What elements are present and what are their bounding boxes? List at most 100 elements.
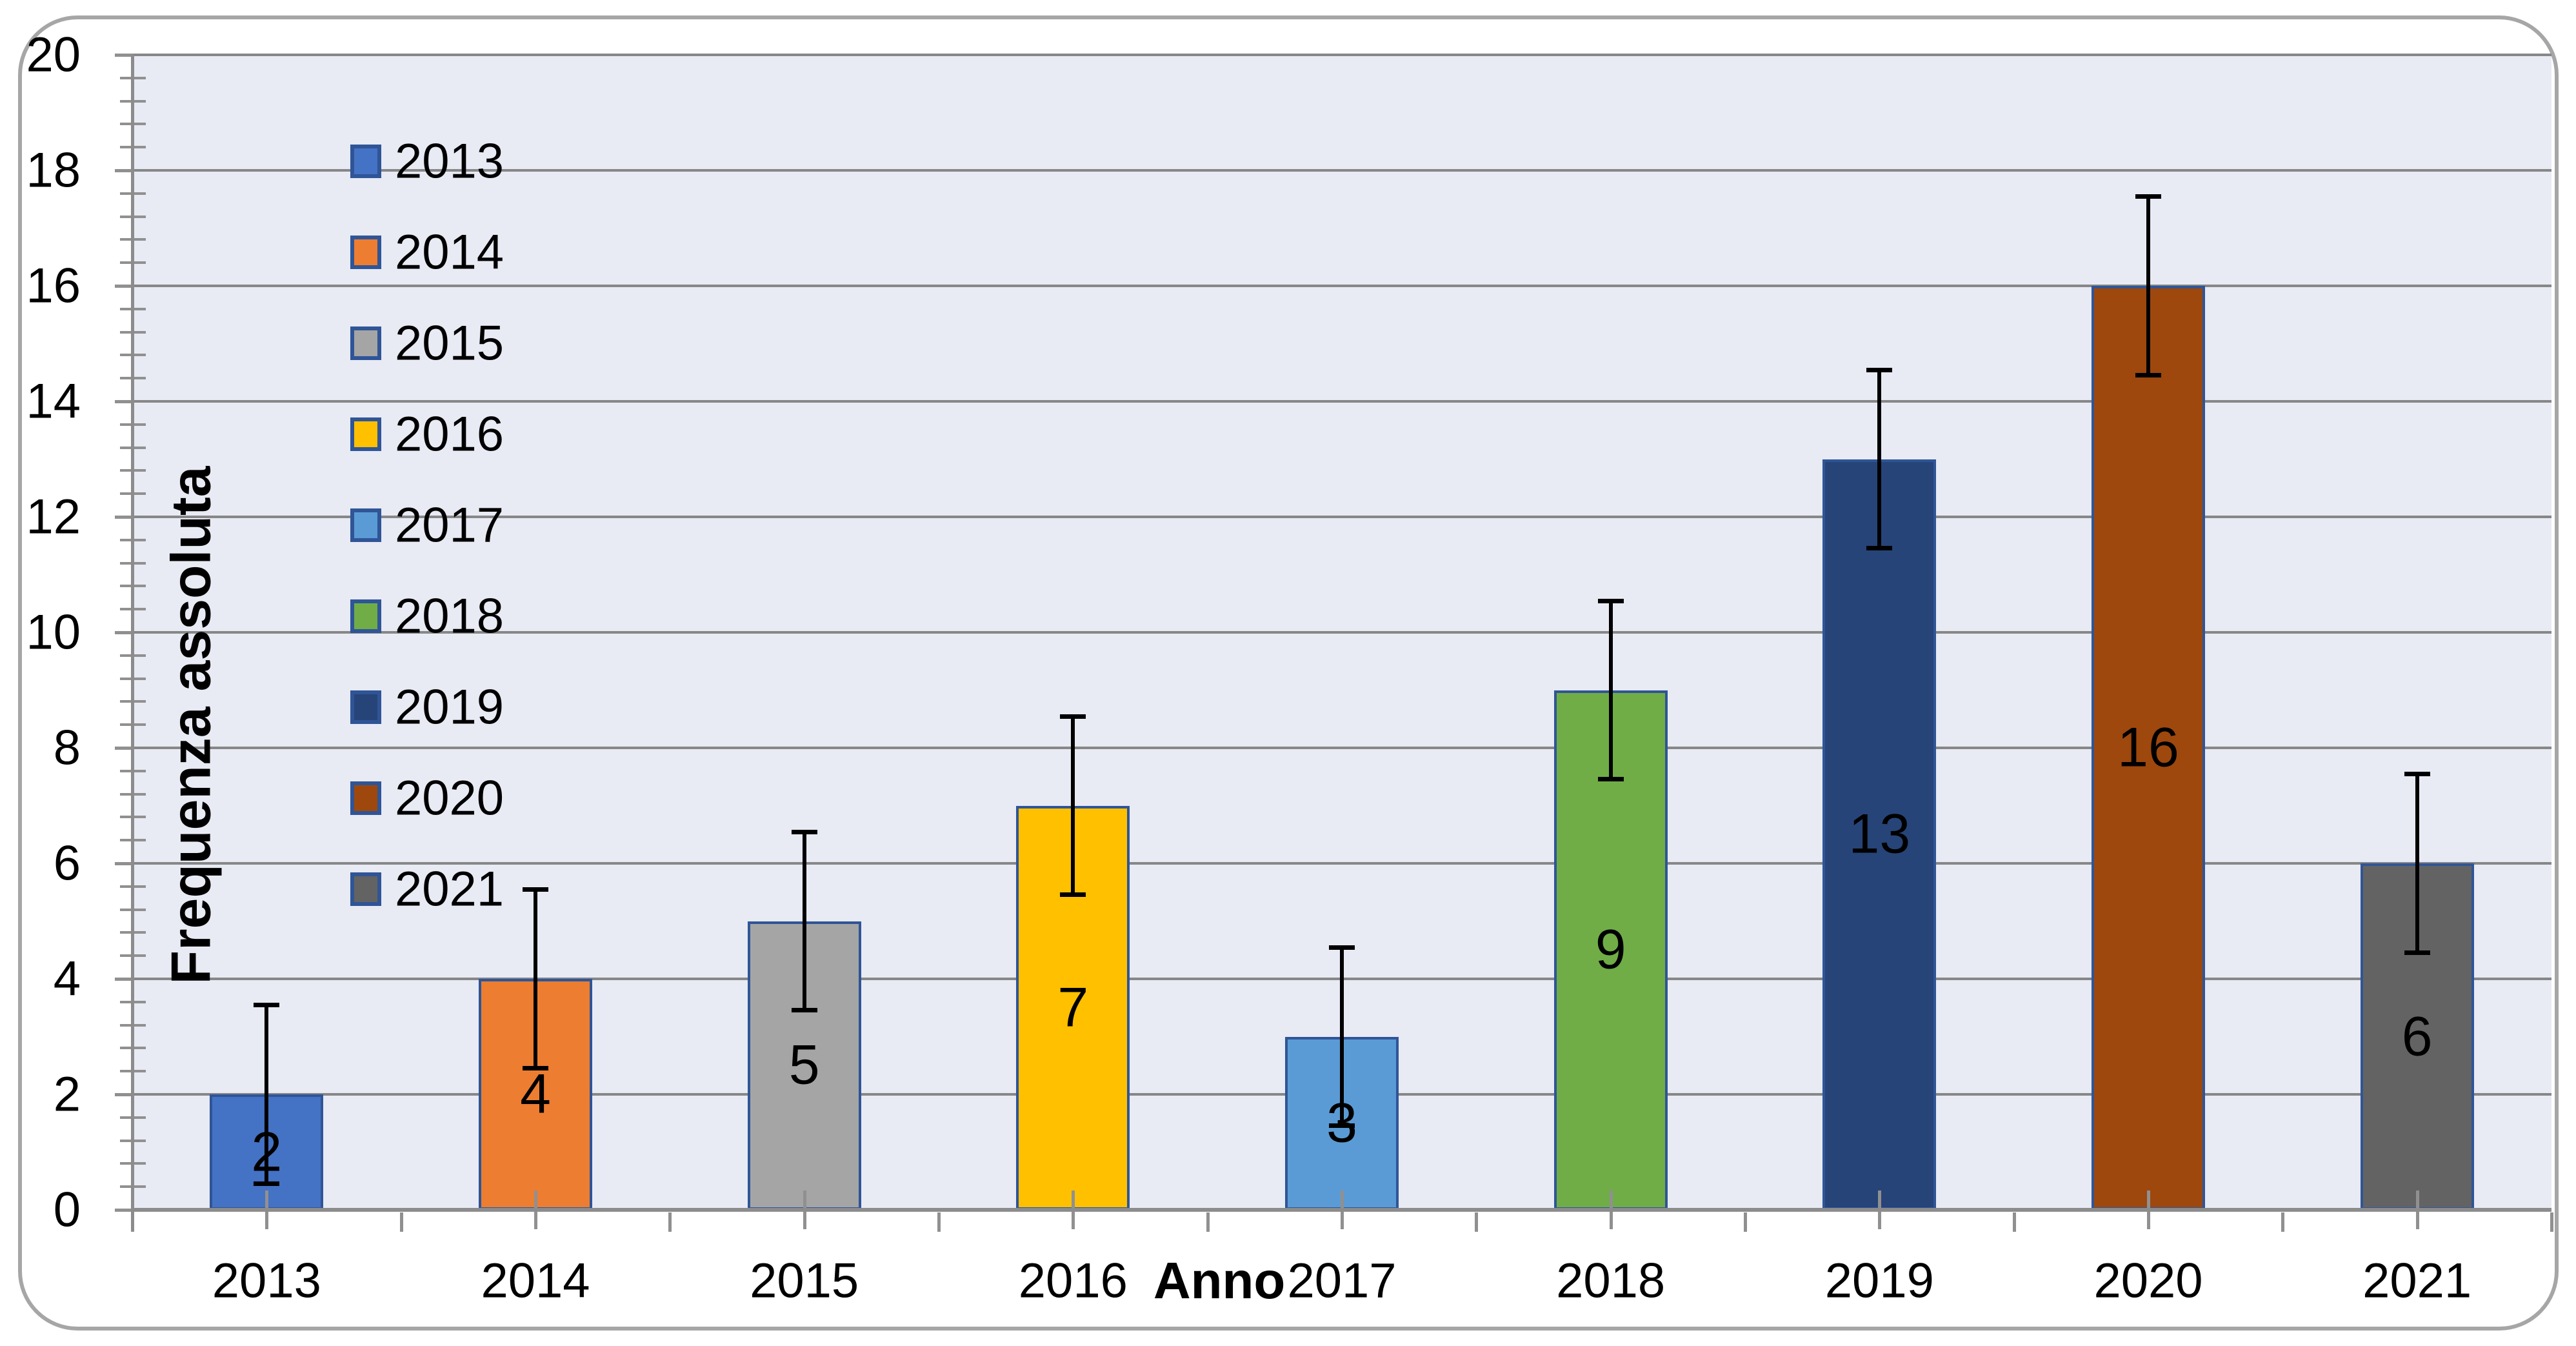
- legend-item-2016[interactable]: 2016: [350, 407, 557, 462]
- y-tick-label-4: 4: [53, 951, 81, 1007]
- error-bar-cap-top: [2404, 772, 2430, 777]
- y-major-tick: [115, 400, 134, 403]
- x-major-tick: [2550, 1212, 2553, 1232]
- x-major-tick: [937, 1212, 941, 1232]
- error-bar-cap-bottom: [254, 1181, 280, 1186]
- y-axis-line: [131, 55, 134, 1230]
- error-bar-line: [1608, 600, 1613, 780]
- legend-label-2015: 2015: [395, 316, 504, 371]
- bar-data-label: 9: [1595, 918, 1626, 981]
- y-tick-label-8: 8: [53, 720, 81, 776]
- error-bar-line: [1340, 947, 1344, 1127]
- bar-2020[interactable]: [2092, 286, 2205, 1210]
- y-gridline: [132, 54, 2551, 56]
- y-major-tick: [115, 285, 134, 288]
- x-tick-label-2019: 2019: [1824, 1253, 1934, 1309]
- legend-label-2013: 2013: [395, 134, 504, 189]
- error-bar-cap-bottom: [2135, 372, 2161, 377]
- error-bar-cap-bottom: [1597, 777, 1624, 782]
- x-tick-label-2016: 2016: [1018, 1253, 1128, 1309]
- error-bar-cap-top: [1060, 714, 1086, 719]
- legend-item-2014[interactable]: 2014: [350, 225, 557, 280]
- legend-item-2018[interactable]: 2018: [350, 589, 557, 644]
- error-bar-cap-bottom: [523, 1065, 548, 1070]
- y-tick-label-10: 10: [26, 605, 81, 660]
- y-major-tick: [115, 1209, 134, 1212]
- x-tick-label-2017: 2017: [1287, 1253, 1397, 1309]
- y-gridline: [132, 747, 2551, 749]
- error-bar-cap-top: [1597, 598, 1624, 603]
- legend-swatch-2021: [350, 872, 381, 906]
- bar-data-label: 7: [1057, 976, 1089, 1039]
- y-major-tick: [115, 516, 134, 519]
- y-major-tick: [115, 862, 134, 865]
- legend-swatch-2019: [350, 690, 381, 724]
- bar-data-label: 3: [1326, 1092, 1357, 1154]
- x-major-tick: [2281, 1212, 2285, 1232]
- x-tick-label-2014: 2014: [481, 1253, 590, 1309]
- bar-2019[interactable]: [1822, 459, 1937, 1210]
- x-axis-line: [131, 1208, 2551, 1212]
- x-tick-label-2013: 2013: [212, 1253, 321, 1309]
- bar-data-label: 6: [2401, 1005, 2433, 1067]
- y-gridline: [132, 516, 2551, 518]
- legend-label-2020: 2020: [395, 770, 504, 826]
- x-major-tick: [1475, 1212, 1479, 1232]
- error-bar-cap-top: [254, 1003, 280, 1008]
- x-major-tick: [668, 1212, 672, 1232]
- error-bar-cap-bottom: [1329, 1123, 1355, 1129]
- bar-data-label: 4: [520, 1063, 551, 1125]
- error-bar-cap-top: [2135, 194, 2161, 199]
- legend-item-2015[interactable]: 2015: [350, 316, 557, 371]
- error-bar-line: [265, 1005, 269, 1184]
- y-major-tick: [115, 54, 134, 57]
- legend-item-2021[interactable]: 2021: [350, 862, 557, 917]
- y-tick-label-6: 6: [53, 836, 81, 891]
- y-gridline: [132, 862, 2551, 865]
- legend-swatch-2014: [350, 236, 381, 269]
- bar-data-label: 13: [1848, 803, 1911, 865]
- error-bar-cap-bottom: [1060, 892, 1086, 898]
- y-gridline: [132, 631, 2551, 634]
- legend-swatch-2013: [350, 145, 381, 178]
- x-major-tick: [399, 1212, 403, 1232]
- error-bar-cap-bottom: [1866, 546, 1893, 551]
- x-major-tick: [2012, 1212, 2016, 1232]
- legend-swatch-2020: [350, 781, 381, 815]
- y-tick-label-14: 14: [26, 374, 81, 429]
- x-tick-label-2020: 2020: [2093, 1253, 2203, 1309]
- y-tick-label-12: 12: [26, 489, 81, 545]
- legend-label-2017: 2017: [395, 497, 504, 553]
- x-tick-label-2015: 2015: [750, 1253, 859, 1309]
- y-major-tick: [115, 747, 134, 750]
- y-gridline: [132, 285, 2551, 287]
- y-major-tick: [115, 1093, 134, 1096]
- error-bar-line: [1071, 716, 1075, 896]
- legend-swatch-2015: [350, 326, 381, 360]
- x-axis-title: Anno: [1153, 1252, 1286, 1309]
- y-major-tick: [115, 169, 134, 172]
- error-bar-cap-top: [791, 829, 817, 834]
- legend-item-2019[interactable]: 2019: [350, 680, 557, 735]
- y-major-tick: [115, 978, 134, 981]
- legend-item-2013[interactable]: 2013: [350, 134, 557, 189]
- y-tick-label-0: 0: [53, 1182, 81, 1238]
- y-tick-label-20: 20: [26, 27, 81, 83]
- error-bar-cap-top: [1329, 945, 1355, 950]
- y-axis-title: Frequenza assoluta: [160, 466, 223, 985]
- legend-label-2016: 2016: [395, 407, 504, 462]
- error-bar-cap-bottom: [2404, 950, 2430, 955]
- y-tick-label-2: 2: [53, 1067, 81, 1122]
- legend-item-2017[interactable]: 2017: [350, 498, 557, 553]
- error-bar-cap-top: [523, 887, 548, 892]
- error-bar-line: [802, 831, 806, 1011]
- error-bar-line: [1877, 369, 1882, 549]
- error-bar-cap-top: [1866, 367, 1893, 372]
- legend-swatch-2016: [350, 417, 381, 451]
- bar-data-label: 2: [251, 1121, 283, 1183]
- x-major-tick: [1206, 1212, 1210, 1232]
- error-bar-line: [534, 889, 537, 1069]
- x-major-tick: [1744, 1212, 1747, 1232]
- legend-item-2020[interactable]: 2020: [350, 771, 557, 826]
- bar-data-label: 16: [2117, 716, 2179, 779]
